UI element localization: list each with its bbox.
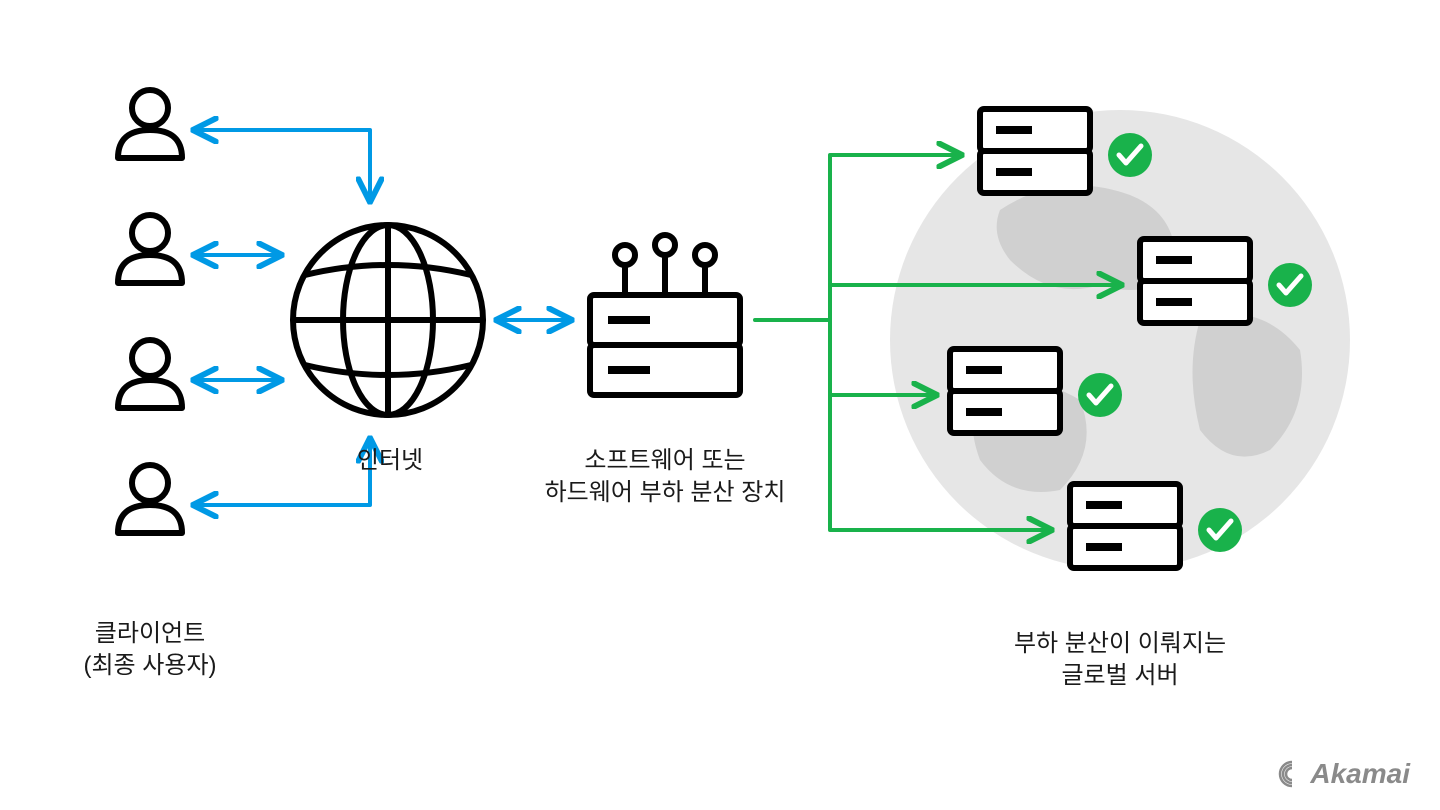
server-icon (980, 109, 1090, 193)
check-icon (1078, 373, 1122, 417)
user-icon (118, 465, 182, 533)
internet-globe-icon (293, 225, 483, 415)
server-icon (1140, 239, 1250, 323)
load-balancer-label: 소프트웨어 또는 하드웨어 부하 분산 장치 (520, 445, 810, 510)
servers-label-line1: 부하 분산이 이뤄지는 (1014, 630, 1226, 657)
clients-label: 클라이언트 (최종 사용자) (60, 618, 240, 683)
lb-label-line1: 소프트웨어 또는 (584, 447, 745, 474)
servers-label: 부하 분산이 이뤄지는 글로벌 서버 (990, 628, 1250, 693)
servers-label-line2: 글로벌 서버 (1061, 662, 1178, 689)
internet-label: 인터넷 (330, 445, 450, 477)
user-icon (118, 215, 182, 283)
akamai-wave-icon (1278, 760, 1306, 788)
clients-label-line2: (최종 사용자) (83, 652, 216, 679)
user-icon (118, 90, 182, 158)
user-icons (118, 90, 182, 533)
server-icon (1070, 484, 1180, 568)
clients-label-line1: 클라이언트 (95, 620, 205, 647)
lb-label-line2: 하드웨어 부하 분산 장치 (545, 479, 786, 506)
logo-text: Akamai (1310, 758, 1410, 790)
check-icon (1198, 508, 1242, 552)
load-balancer-icon (590, 235, 740, 395)
server-icon (950, 349, 1060, 433)
user-icon (118, 340, 182, 408)
akamai-logo: Akamai (1278, 758, 1410, 790)
check-icon (1108, 133, 1152, 177)
check-icon (1268, 263, 1312, 307)
